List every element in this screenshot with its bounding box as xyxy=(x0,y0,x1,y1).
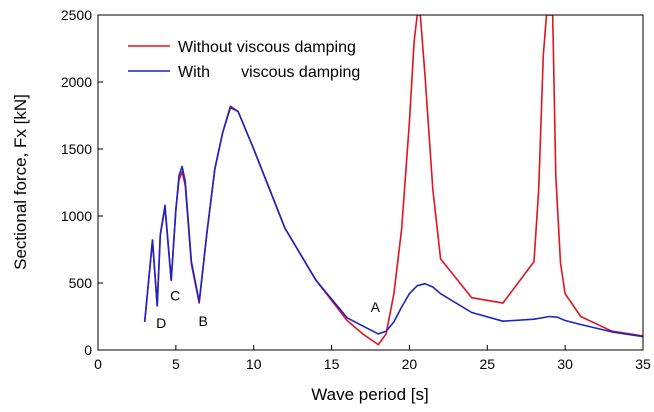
legend-label-without: Without viscous damping xyxy=(178,39,356,56)
x-tick-label: 0 xyxy=(94,356,102,372)
x-tick-label: 35 xyxy=(635,356,651,372)
y-tick-label: 2500 xyxy=(61,7,92,23)
series-line-0 xyxy=(143,15,643,346)
plot-area-frame xyxy=(97,14,644,351)
y-tick-label: 2000 xyxy=(61,74,92,90)
x-tick-label: 5 xyxy=(172,356,180,372)
annotation-layer: A B CD xyxy=(156,287,381,330)
annotation-c: C xyxy=(170,287,180,303)
y-axis-title: Sectional force, Fx [kN] xyxy=(11,94,30,270)
ticks-layer: 0 5 10 15 20 25 30 35 0 500 1000 1500 2000 2500 xyxy=(61,7,651,372)
y-tick-label: 0 xyxy=(84,342,92,358)
y-tick-label: 1000 xyxy=(61,208,92,224)
x-axis-title: Wave period [s] xyxy=(311,385,428,404)
annotation-b: B xyxy=(199,313,208,329)
x-tick-label: 30 xyxy=(557,356,573,372)
x-tick-label: 20 xyxy=(402,356,418,372)
series-layer xyxy=(143,15,643,346)
legend-label-with: With viscous damping xyxy=(178,64,360,81)
annotation-a: A xyxy=(371,299,381,315)
x-tick-label: 15 xyxy=(324,356,340,372)
x-tick-label: 10 xyxy=(246,356,262,372)
annotation-d: D xyxy=(156,315,166,331)
series-line-1 xyxy=(143,106,643,338)
y-tick-label: 1500 xyxy=(61,141,92,157)
y-tick-label: 500 xyxy=(69,275,93,291)
legend: Without viscous damping With viscous dam… xyxy=(128,39,360,81)
x-tick-label: 25 xyxy=(479,356,495,372)
